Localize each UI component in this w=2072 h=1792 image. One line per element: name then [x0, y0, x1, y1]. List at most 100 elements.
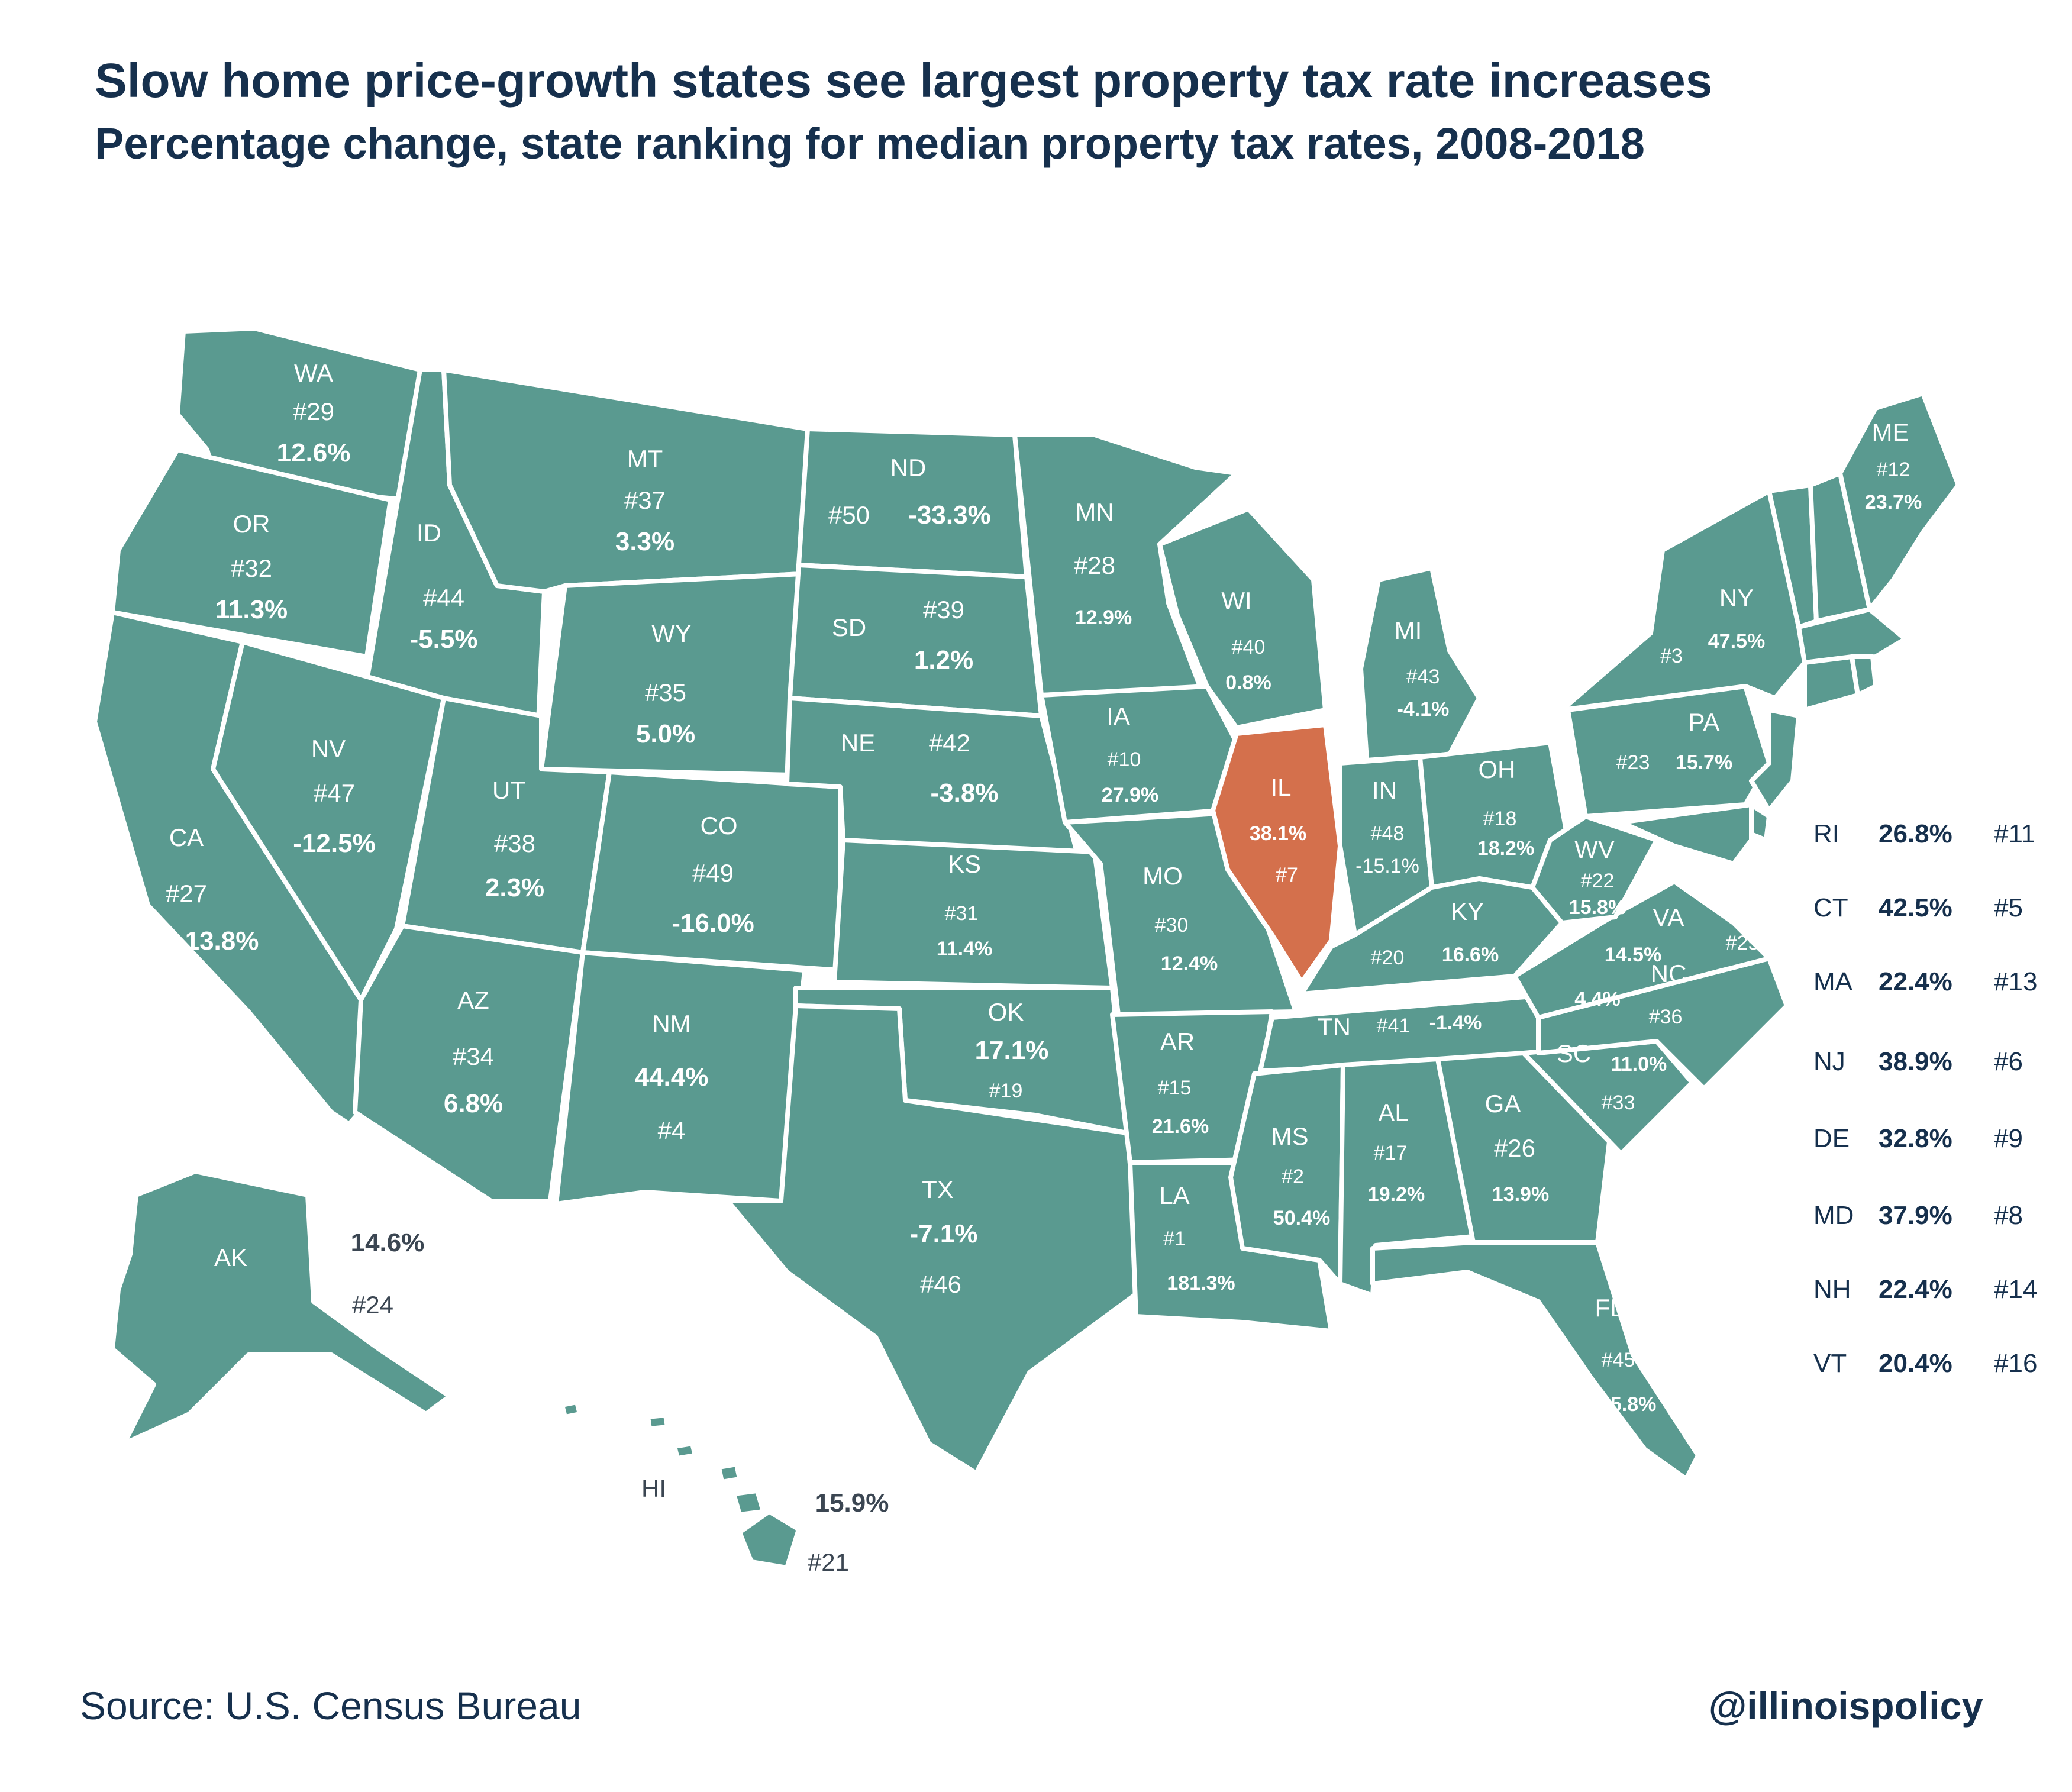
label-mt-rank: #37 — [624, 486, 666, 514]
small-state-abbr: NJ — [1813, 1047, 1845, 1076]
label-or-rank: #32 — [231, 554, 272, 582]
small-state-rank: #5 — [1994, 893, 2023, 922]
small-state-change: 37.9% — [1879, 1201, 1952, 1230]
label-me-rank: #12 — [1877, 459, 1910, 481]
label-mo-abbr: MO — [1142, 862, 1183, 890]
label-sd-rank: #39 — [923, 596, 964, 624]
label-mn-abbr: MN — [1075, 498, 1114, 526]
label-ok-abbr: OK — [988, 998, 1024, 1026]
label-wi-abbr: WI — [1221, 587, 1251, 615]
label-co-change: -16.0% — [672, 909, 754, 938]
state-il — [1211, 722, 1342, 984]
label-fl-change: -5.8% — [1604, 1393, 1657, 1416]
state-ma — [1796, 607, 1908, 665]
state-wi — [1157, 506, 1328, 730]
chart-subtitle: Percentage change, state ranking for med… — [95, 119, 1645, 168]
label-mt-abbr: MT — [627, 445, 663, 473]
state-md — [1619, 802, 1754, 866]
label-hi-rank: #21 — [808, 1548, 849, 1576]
label-ok-change: 17.1% — [975, 1036, 1049, 1065]
label-tn-rank: #41 — [1377, 1015, 1411, 1037]
label-al-abbr: AL — [1378, 1099, 1408, 1126]
label-nd-rank: #50 — [828, 501, 870, 529]
label-ky-rank: #20 — [1371, 947, 1405, 969]
source-note: Source: U.S. Census Bureau — [80, 1684, 582, 1728]
small-state-row-vt: VT 20.4% #16 — [1813, 1343, 2037, 1384]
state-ri — [1850, 654, 1878, 698]
state-hi-island-4 — [646, 1413, 670, 1431]
label-co-rank: #49 — [692, 859, 734, 887]
small-state-change: 32.8% — [1879, 1124, 1952, 1153]
state-hi-island-5 — [737, 1509, 801, 1570]
small-state-change: 26.8% — [1879, 819, 1952, 848]
label-or-abbr: OR — [233, 510, 270, 538]
small-state-abbr: RI — [1813, 819, 1839, 848]
label-nc-rank: #36 — [1649, 1006, 1683, 1028]
state-nj — [1749, 708, 1801, 813]
state-labels: WA #29 12.6% OR #32 11.3% CA #27 13.8% ID #44 -5.5%… — [166, 359, 1922, 1576]
label-nv-rank: #47 — [314, 779, 355, 807]
label-ny-rank: #3 — [1660, 645, 1683, 667]
label-ga-rank: #26 — [1494, 1134, 1535, 1162]
label-hi-change: 15.9% — [815, 1489, 889, 1517]
label-nm-rank: #4 — [658, 1116, 686, 1144]
state-me — [1838, 391, 1961, 612]
label-il-abbr: IL — [1270, 773, 1291, 801]
label-ca-change: 13.8% — [185, 926, 259, 955]
label-nm-change: 44.4% — [635, 1063, 709, 1092]
label-az-change: 6.8% — [444, 1089, 503, 1118]
chart-title: Slow home price-growth states see larges… — [95, 54, 1713, 108]
small-state-rank: #11 — [1994, 819, 2036, 848]
label-il-rank: #7 — [1276, 864, 1298, 886]
label-sd-abbr: SD — [832, 614, 866, 641]
label-hi-abbr: HI — [641, 1474, 666, 1502]
state-wv — [1530, 814, 1659, 925]
label-nm-abbr: NM — [652, 1010, 690, 1038]
label-ks-change: 11.4% — [937, 938, 993, 960]
label-ne-rank: #42 — [929, 729, 970, 757]
small-state-abbr: MD — [1813, 1201, 1854, 1230]
small-state-change: 20.4% — [1879, 1349, 1952, 1378]
label-mt-change: 3.3% — [615, 527, 674, 556]
label-mi-abbr: MI — [1395, 616, 1422, 644]
small-state-row-de: DE 32.8% #9 — [1813, 1118, 2023, 1160]
state-va — [1512, 879, 1771, 1020]
label-ca-rank: #27 — [166, 880, 207, 908]
label-wy-abbr: WY — [651, 619, 692, 647]
label-fl-abbr: FL — [1595, 1294, 1624, 1322]
label-az-abbr: AZ — [457, 986, 489, 1014]
small-state-row-ma: MA 22.4% #13 — [1813, 961, 2037, 1003]
label-wa-change: 12.6% — [277, 438, 351, 467]
label-me-change: 23.7% — [1865, 491, 1922, 514]
label-ky-abbr: KY — [1451, 897, 1484, 925]
label-va-change: 14.5% — [1605, 944, 1661, 966]
label-ks-abbr: KS — [948, 850, 981, 878]
label-ak-rank: #24 — [352, 1291, 393, 1319]
brand-handle: @illinoispolicy — [1708, 1684, 1983, 1728]
label-ut-abbr: UT — [492, 776, 525, 804]
state-ny — [1560, 489, 1807, 712]
label-ok-rank: #19 — [989, 1080, 1023, 1102]
label-ny-change: 47.5% — [1708, 630, 1765, 653]
small-state-rank: #6 — [1994, 1047, 2023, 1076]
state-ak — [110, 1169, 452, 1446]
label-id-rank: #44 — [423, 584, 464, 612]
label-oh-abbr: OH — [1479, 755, 1516, 783]
label-ak-abbr: AK — [214, 1244, 247, 1271]
label-la-change: 181.3% — [1167, 1272, 1235, 1294]
small-state-rank: #14 — [1994, 1275, 2038, 1304]
label-wy-change: 5.0% — [636, 719, 695, 748]
label-ks-rank: #31 — [945, 902, 979, 925]
small-state-rank: #13 — [1994, 967, 2038, 996]
label-nd-abbr: ND — [890, 454, 927, 482]
state-hi-island-1 — [731, 1489, 766, 1517]
label-ia-rank: #10 — [1108, 748, 1141, 771]
label-ar-rank: #15 — [1158, 1077, 1192, 1099]
small-state-row-ri: RI 26.8% #11 — [1813, 813, 2035, 855]
label-ny-abbr: NY — [1719, 584, 1754, 612]
label-tn-abbr: TN — [1318, 1013, 1351, 1041]
small-state-change: 38.9% — [1879, 1047, 1952, 1076]
label-in-abbr: IN — [1372, 776, 1397, 804]
label-oh-change: 18.2% — [1477, 837, 1534, 860]
label-ut-change: 2.3% — [485, 873, 544, 902]
